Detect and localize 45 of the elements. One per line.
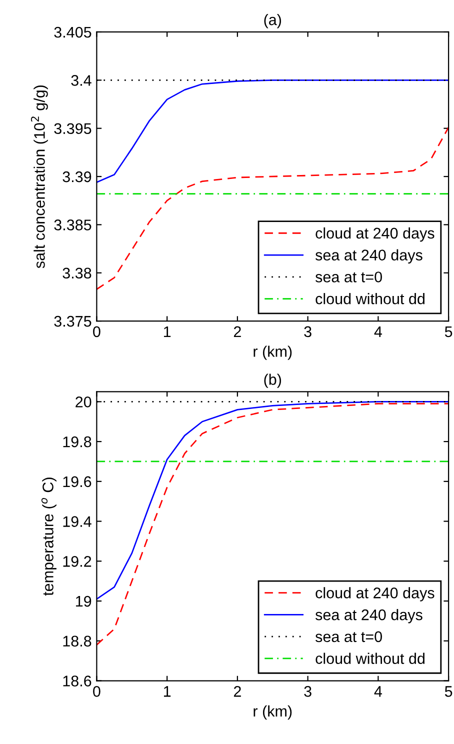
legend-label: sea at t=0 (315, 631, 382, 642)
x-tick-label: 5 (444, 326, 452, 338)
y-tick-label: 3.4 (71, 75, 92, 86)
y-tick-label: 20 (76, 396, 92, 408)
line-series (96, 402, 449, 646)
y-tick-label: 3.39 (62, 171, 92, 182)
line-series (96, 400, 449, 600)
y-tick-label: 3.395 (54, 123, 92, 134)
y-tick-label: 3.38 (62, 268, 92, 279)
y-tick-label: 18.6 (63, 676, 92, 686)
legend-label: cloud at 240 days (316, 227, 434, 242)
y-axis-title: salt concentration (10$^{2}$ g/g) (30, 86, 48, 268)
y-tick-label: 18.8 (63, 636, 92, 647)
legend-label: sea at t=0 (315, 272, 382, 282)
legend-label: sea at 240 days (315, 609, 422, 624)
legend-label: cloud at 240 days (316, 587, 434, 602)
x-axis-title: r (km) (254, 346, 292, 360)
x-tick-label: 0 (93, 686, 100, 697)
line-series (96, 126, 449, 290)
x-tick-label: 3 (304, 686, 312, 697)
x-axis-title: r (km) (254, 705, 292, 720)
legend-label: cloud without dd (316, 293, 424, 304)
y-tick-label: 19.6 (63, 476, 92, 488)
chart-title: (b) (264, 374, 282, 388)
y-tick-label: 3.375 (54, 316, 92, 327)
y-tick-label: 19 (76, 596, 92, 607)
x-tick-label: 2 (234, 326, 241, 337)
x-tick-label: 0 (93, 326, 100, 338)
x-tick-label: 1 (164, 326, 171, 337)
x-tick-label: 3 (304, 326, 312, 338)
line-series (96, 79, 449, 183)
legend-label: cloud without dd (316, 652, 424, 664)
y-tick-label: 19.8 (63, 436, 92, 448)
y-axis-title: temperature ($^{o}$ C) (41, 478, 56, 596)
y-tick-label: 19.4 (63, 516, 92, 527)
y-tick-label: 19.2 (63, 556, 92, 567)
x-tick-label: 4 (374, 326, 382, 337)
x-tick-label: 1 (164, 686, 171, 697)
y-tick-label: 3.405 (54, 26, 92, 38)
x-tick-label: 4 (374, 686, 382, 697)
x-tick-label: 5 (444, 686, 452, 697)
chart-title: (a) (264, 14, 282, 28)
x-tick-label: 2 (234, 686, 241, 697)
y-tick-label: 3.385 (54, 220, 92, 230)
legend-label: sea at 240 days (315, 249, 422, 264)
